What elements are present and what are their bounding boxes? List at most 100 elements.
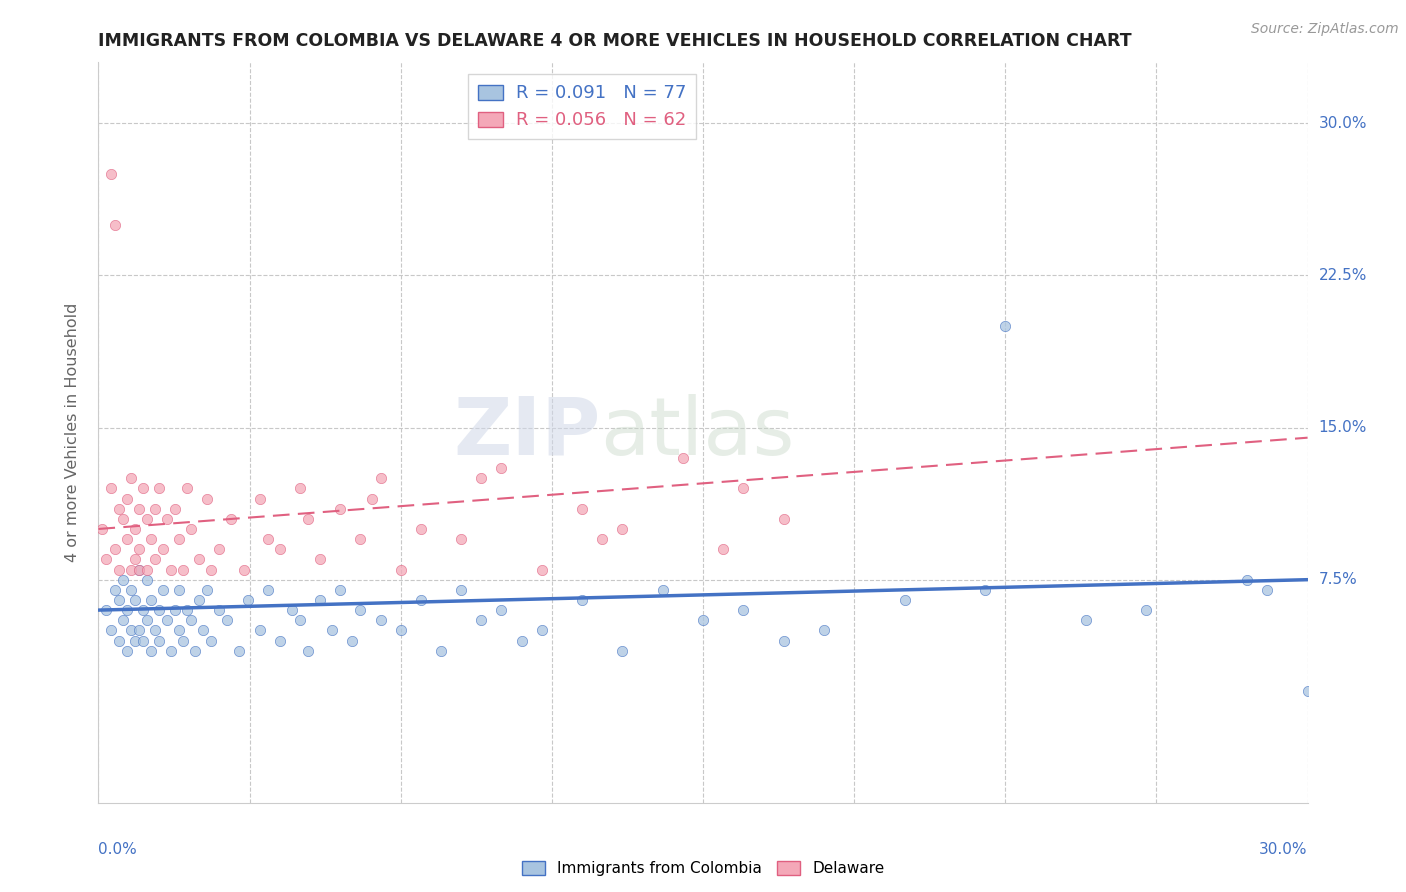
Point	[195, 491, 218, 506]
Point	[135, 512, 157, 526]
Point	[135, 613, 157, 627]
Point	[651, 582, 673, 597]
Point	[370, 613, 392, 627]
Point	[309, 552, 332, 566]
Text: 0.0%: 0.0%	[98, 842, 138, 856]
Point	[188, 552, 211, 566]
Point	[1296, 684, 1319, 698]
Point	[281, 603, 304, 617]
Point	[124, 522, 146, 536]
Point	[974, 582, 997, 597]
Point	[152, 582, 174, 597]
Point	[510, 633, 533, 648]
Point	[232, 562, 254, 576]
Point	[128, 542, 150, 557]
Point	[96, 552, 118, 566]
Point	[208, 542, 231, 557]
Point	[107, 593, 129, 607]
Point	[228, 643, 250, 657]
Point	[193, 624, 215, 638]
Point	[135, 562, 157, 576]
Point	[115, 491, 138, 506]
Point	[370, 471, 392, 485]
Point	[115, 603, 138, 617]
Text: atlas: atlas	[600, 393, 794, 472]
Point	[148, 603, 170, 617]
Text: IMMIGRANTS FROM COLOMBIA VS DELAWARE 4 OR MORE VEHICLES IN HOUSEHOLD CORRELATION: IMMIGRANTS FROM COLOMBIA VS DELAWARE 4 O…	[98, 32, 1132, 50]
Text: 22.5%: 22.5%	[1319, 268, 1367, 283]
Point	[195, 582, 218, 597]
Point	[329, 582, 352, 597]
Point	[269, 542, 291, 557]
Point	[249, 624, 271, 638]
Point	[167, 532, 190, 546]
Point	[148, 482, 170, 496]
Point	[184, 643, 207, 657]
Point	[148, 633, 170, 648]
Text: 30.0%: 30.0%	[1260, 842, 1308, 856]
Point	[132, 482, 155, 496]
Point	[1236, 573, 1258, 587]
Point	[152, 542, 174, 557]
Point	[143, 552, 166, 566]
Point	[450, 582, 472, 597]
Point	[491, 461, 513, 475]
Point	[143, 624, 166, 638]
Point	[103, 218, 125, 232]
Point	[139, 643, 162, 657]
Point	[139, 532, 162, 546]
Point	[163, 603, 186, 617]
Point	[269, 633, 291, 648]
Legend: Immigrants from Colombia, Delaware: Immigrants from Colombia, Delaware	[516, 855, 890, 882]
Point	[176, 482, 198, 496]
Point	[163, 501, 186, 516]
Point	[172, 562, 194, 576]
Point	[124, 552, 146, 566]
Point	[342, 633, 364, 648]
Point	[100, 482, 122, 496]
Point	[120, 471, 142, 485]
Point	[591, 532, 613, 546]
Point	[111, 512, 134, 526]
Point	[236, 593, 259, 607]
Point	[1074, 613, 1097, 627]
Point	[994, 319, 1017, 334]
Point	[167, 624, 190, 638]
Point	[349, 532, 371, 546]
Point	[530, 562, 553, 576]
Point	[329, 501, 352, 516]
Point	[115, 643, 138, 657]
Text: ZIP: ZIP	[453, 393, 600, 472]
Point	[91, 522, 114, 536]
Point	[321, 624, 343, 638]
Point	[256, 582, 278, 597]
Point	[288, 613, 311, 627]
Point	[409, 522, 432, 536]
Y-axis label: 4 or more Vehicles in Household: 4 or more Vehicles in Household	[65, 303, 80, 562]
Point	[167, 582, 190, 597]
Point	[221, 512, 243, 526]
Point	[120, 562, 142, 576]
Point	[160, 562, 183, 576]
Point	[893, 593, 915, 607]
Point	[297, 512, 319, 526]
Point	[128, 624, 150, 638]
Point	[120, 582, 142, 597]
Point	[156, 613, 179, 627]
Point	[288, 482, 311, 496]
Point	[200, 562, 222, 576]
Point	[1256, 582, 1278, 597]
Point	[128, 562, 150, 576]
Point	[571, 593, 593, 607]
Point	[571, 501, 593, 516]
Text: 7.5%: 7.5%	[1319, 572, 1357, 587]
Point	[612, 643, 634, 657]
Point	[111, 613, 134, 627]
Point	[349, 603, 371, 617]
Point	[711, 542, 734, 557]
Point	[409, 593, 432, 607]
Point	[172, 633, 194, 648]
Point	[180, 522, 202, 536]
Point	[1135, 603, 1157, 617]
Point	[139, 593, 162, 607]
